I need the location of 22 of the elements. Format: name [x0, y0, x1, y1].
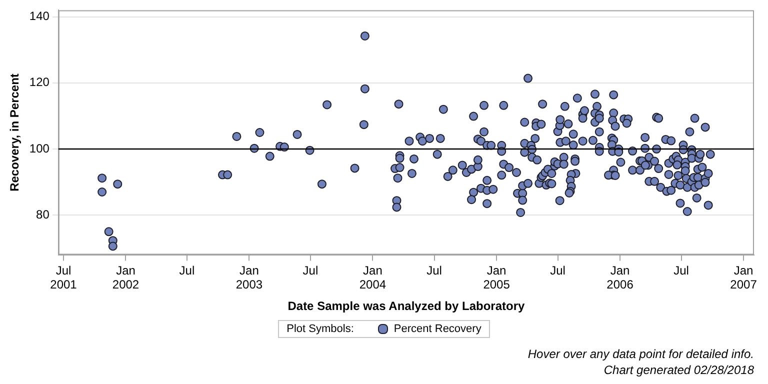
- x-axis-title: Date Sample was Analyzed by Laboratory: [288, 299, 526, 314]
- x-tick-label: Jan 2007: [730, 263, 758, 292]
- x-tick-label: Jul: [674, 263, 689, 278]
- legend-title: Plot Symbols:: [286, 323, 354, 335]
- y-tick-label: 100: [29, 141, 50, 156]
- x-tick-label: Jan 2002: [112, 263, 140, 292]
- text: Hover over any data point for detailed info.: [528, 346, 754, 362]
- x-tick-label: Jul: [550, 263, 566, 278]
- x-tick-label: Jan 2006: [606, 263, 634, 292]
- x-tick-label: Jan 2005: [483, 263, 510, 292]
- x-tick-label: Jan 2004: [359, 263, 386, 292]
- y-tick-label: 80: [36, 207, 50, 222]
- x-tick-label: Jul: [426, 263, 442, 278]
- y-tick-label: 140: [29, 9, 50, 24]
- y-axis-title: Recovery, in Percent: [8, 74, 22, 192]
- x-tick-label: Jul: [179, 263, 195, 278]
- x-tick-label: Jul: [302, 263, 318, 278]
- x-tick-label: Jan 2003: [236, 263, 263, 292]
- y-tick-label: 120: [29, 75, 50, 90]
- x-tick-label: Jul 2001: [50, 263, 78, 292]
- text: Chart generated 02/28/2018: [602, 362, 754, 378]
- legend-label: Percent Recovery: [394, 323, 482, 335]
